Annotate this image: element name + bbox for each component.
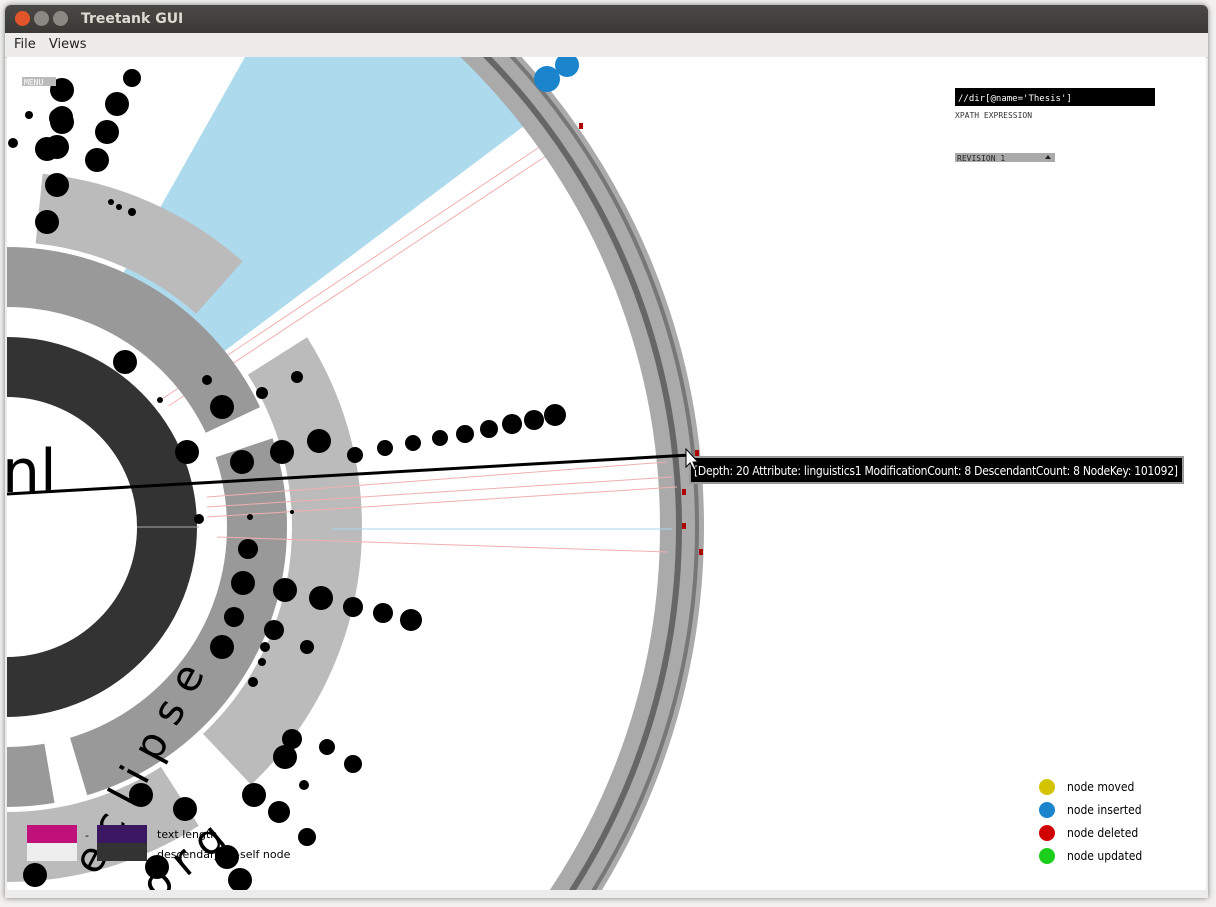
node-dot [319,739,335,755]
menu-bar: File Views [5,33,1208,58]
node-dot [290,510,294,514]
node-dot [129,783,153,807]
node-dot [256,387,268,399]
window: Treetank GUI File Views [5,5,1208,898]
node-dot [291,371,303,383]
node-dot [268,801,290,823]
legend-label: node inserted [1067,803,1142,817]
node-dot [85,148,109,172]
node-dot [45,173,69,197]
node-label: nl [7,437,57,507]
minimize-button[interactable] [34,11,49,26]
node-dot [273,578,297,602]
node-dot [400,609,422,631]
node-dot [480,420,498,438]
node-dot [373,603,393,623]
tooltip [689,456,1184,484]
node-dot [108,199,114,205]
node-dot [95,120,119,144]
node-dot [51,106,73,128]
node-dot [544,404,566,426]
node-dot [264,620,284,640]
maximize-button[interactable] [53,11,68,26]
gradient-dash: - [85,829,89,842]
descendant-label: descendant-or-self node [157,848,291,861]
window-title: Treetank GUI [81,11,184,27]
node-dot [194,514,204,524]
menu-item[interactable]: File [14,37,36,52]
legend-swatch [1039,848,1055,864]
node-dot [8,138,18,148]
node-dot [247,514,253,520]
legend-swatch [1039,825,1055,841]
legend-label: node deleted [1067,826,1138,840]
node-dot [35,210,59,234]
node-dot [343,597,363,617]
node-dot [215,845,239,869]
text-length-label: text length [157,828,217,841]
menu-button[interactable] [22,77,56,86]
node-dot [123,69,141,87]
node-dot [307,429,331,453]
revision-dropdown[interactable] [955,153,1055,162]
node-dot [116,204,122,210]
tooltip-text: [Depth: 20 Attribute: linguistics1 Modif… [694,464,1178,478]
legend-swatch [1039,802,1055,818]
node-dot [300,640,314,654]
node-dot [282,729,302,749]
node-dot [173,797,197,821]
node-dot [242,783,266,807]
menu-item[interactable]: Views [48,37,87,52]
legend: node moved node inserted node deleted node … [1039,779,1142,864]
node-dot [128,208,136,216]
menu-button-label: MENU [24,78,43,87]
xpath-label: XPATH EXPRESSION [955,111,1032,120]
node-dot [432,430,448,446]
node-dot [202,375,212,385]
title-bar: Treetank GUI [5,5,1208,33]
revision-label: REVISION 1 [957,154,1005,163]
xpath-input[interactable] [955,88,1155,106]
node-dot [210,395,234,419]
node-dot [157,397,163,403]
node-dot [175,440,199,464]
node-dot [23,863,47,887]
canvas: nl eclipse org MENU //dir[@name='Thesis'… [7,57,1206,890]
node-dot [238,539,258,559]
cursor [685,447,700,471]
legend-label: node updated [1067,849,1142,863]
node-dot [231,571,255,595]
node-dot [299,780,309,790]
node-dot [524,410,544,430]
node-dot [25,111,33,119]
xpath-text: //dir[@name='Thesis'] [958,94,1072,104]
node-dot [248,677,258,687]
node-dot [309,586,333,610]
node-dot [405,435,421,451]
node-dot [260,642,270,652]
legend-label: node moved [1067,780,1134,794]
node-dot [35,137,59,161]
node-dot [230,450,254,474]
node-dot [210,635,234,659]
close-button[interactable] [15,11,30,26]
node-dot [377,440,393,456]
node-dot [502,414,522,434]
node-dot [113,350,137,374]
node-dot [105,92,129,116]
node-dot [145,855,169,879]
node-dot [258,658,266,666]
node-dot [347,447,363,463]
node-dot [298,828,316,846]
node-dot [270,440,294,464]
node-dot [456,425,474,443]
legend-swatch [1039,779,1055,795]
node-dot [228,868,252,890]
node-dot [273,745,297,769]
node-dot [344,755,362,773]
node-dot [224,607,244,627]
